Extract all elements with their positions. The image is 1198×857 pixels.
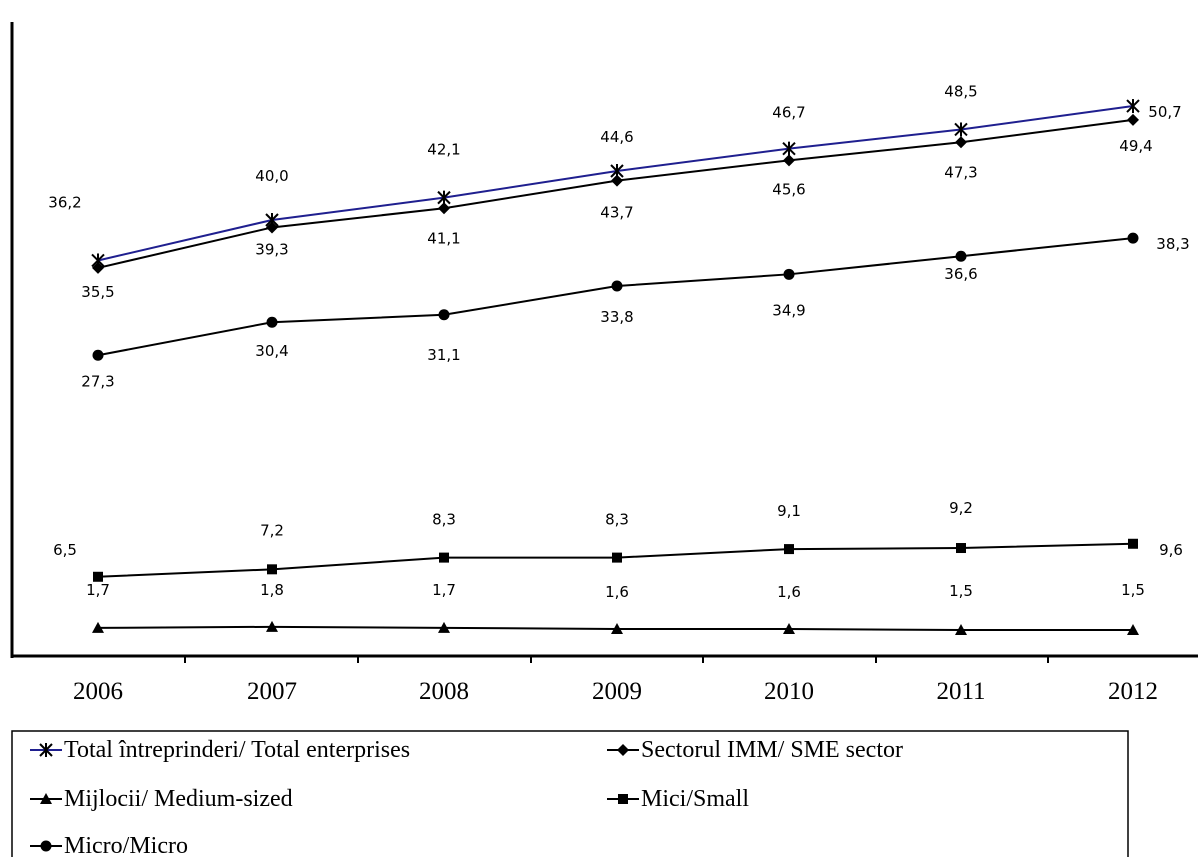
series-line-circle	[97, 237, 1134, 357]
x-tick-label-2006: 2006	[73, 678, 123, 705]
data-label-star-2012: 50,7	[1148, 103, 1181, 121]
legend-item-circle: Micro/Micro	[30, 833, 188, 857]
marker-diamond-2012	[1127, 113, 1139, 126]
data-label-diamond-2009: 43,7	[600, 204, 633, 222]
legend-item-square: Mici/Small	[607, 786, 749, 812]
legend-label-diamond: Sectorul IMM/ SME sector	[641, 737, 903, 763]
x-tick-labels: 2006 2007 2008 2009 2010 2011 2012	[73, 678, 1158, 705]
marker-square-2009	[612, 552, 622, 563]
data-label-circle-2006: 27,3	[81, 372, 114, 390]
marker-diamond-2006	[92, 261, 104, 274]
data-label-circle-2011: 36,6	[944, 265, 977, 283]
marker-triangle-2010	[783, 622, 795, 634]
legend-marker-star	[39, 743, 53, 757]
data-label-diamond-2012: 49,4	[1119, 137, 1152, 155]
data-label-triangle-2006: 1,7	[86, 581, 110, 599]
marker-triangle-2006	[92, 621, 104, 633]
data-label-square-2009: 8,3	[605, 511, 629, 529]
marker-diamond-2009	[611, 174, 623, 187]
x-tick-label-2008: 2008	[419, 678, 469, 705]
marker-square-2011	[956, 543, 966, 554]
legend-marker-circle	[40, 840, 52, 852]
data-label-triangle-2008: 1,7	[432, 581, 456, 599]
data-label-diamond-2007: 39,3	[255, 240, 288, 258]
data-label-circle-2008: 31,1	[427, 346, 460, 364]
data-label-diamond-2008: 41,1	[427, 229, 460, 247]
data-label-circle-2010: 34,9	[772, 301, 805, 319]
data-label-triangle-2012: 1,5	[1121, 581, 1145, 599]
marker-triangle-2008	[438, 621, 450, 633]
x-tick-label-2009: 2009	[592, 678, 642, 705]
data-label-triangle-2010: 1,6	[777, 583, 801, 601]
legend-marker-triangle	[40, 793, 52, 804]
marker-triangle-2009	[611, 622, 623, 634]
marker-diamond-2008	[438, 202, 450, 215]
marker-triangle-2011	[955, 624, 967, 636]
legend-item-triangle: Mijlocii/ Medium-sized	[30, 786, 293, 812]
data-label-star-2010: 46,7	[772, 104, 805, 122]
data-label-star-2008: 42,1	[427, 141, 460, 159]
marker-star-2011	[954, 122, 968, 137]
marker-triangle-2012	[1127, 624, 1139, 636]
data-label-triangle-2007: 1,8	[260, 581, 284, 599]
data-label-square-2007: 7,2	[260, 521, 284, 539]
marker-diamond-2010	[783, 154, 795, 167]
data-label-triangle-2011: 1,5	[949, 582, 973, 600]
marker-star-2010	[782, 141, 796, 156]
data-label-square-2011: 9,2	[949, 499, 973, 517]
data-label-triangle-2009: 1,6	[605, 583, 629, 601]
data-label-square-2008: 8,3	[432, 511, 456, 529]
series-markers	[91, 99, 1140, 636]
marker-diamond-2011	[955, 136, 967, 149]
data-label-star-2011: 48,5	[944, 82, 977, 100]
data-labels: 36,2 40,0 42,1 44,6 46,7 48,5 50,7 35,5 39,3 41,1…	[48, 82, 1189, 600]
marker-circle-2010	[783, 268, 795, 280]
data-label-circle-2012: 38,3	[1156, 235, 1189, 253]
legend-box	[11, 730, 1129, 857]
marker-diamond-2007	[266, 221, 278, 234]
data-label-diamond-2010: 45,6	[772, 180, 805, 198]
marker-circle-2007	[266, 316, 278, 328]
marker-square-2006	[93, 571, 103, 582]
legend-label-square: Mici/Small	[641, 786, 749, 812]
marker-square-2008	[439, 552, 449, 563]
chart-axes	[10, 22, 1198, 663]
marker-circle-2009	[611, 280, 623, 292]
legend: Total întreprinderi/ Total enterprises Se…	[11, 730, 1129, 857]
data-label-circle-2007: 30,4	[255, 342, 288, 360]
data-label-circle-2009: 33,8	[600, 308, 633, 326]
data-label-diamond-2011: 47,3	[944, 163, 977, 181]
data-label-square-2010: 9,1	[777, 502, 801, 520]
marker-circle-2006	[92, 349, 104, 361]
data-label-star-2009: 44,6	[600, 128, 633, 146]
marker-circle-2008	[438, 309, 450, 321]
data-label-square-2006: 6,5	[53, 541, 77, 559]
marker-circle-2011	[955, 250, 967, 262]
marker-triangle-2007	[266, 620, 278, 632]
marker-circle-2012	[1127, 232, 1139, 244]
legend-label-triangle: Mijlocii/ Medium-sized	[64, 786, 293, 812]
x-tick-label-2010: 2010	[764, 678, 814, 705]
data-label-square-2012: 9,6	[1159, 541, 1183, 559]
data-label-star-2007: 40,0	[255, 167, 288, 185]
legend-label-circle: Micro/Micro	[64, 833, 188, 857]
marker-star-2012	[1126, 99, 1140, 114]
legend-label-star: Total întreprinderi/ Total enterprises	[64, 737, 410, 763]
marker-square-2007	[267, 564, 277, 575]
x-tick-label-2011: 2011	[936, 678, 985, 705]
marker-square-2010	[784, 544, 794, 555]
x-tick-label-2012: 2012	[1108, 678, 1158, 705]
legend-item-diamond: Sectorul IMM/ SME sector	[607, 737, 903, 763]
data-label-star-2006: 36,2	[48, 193, 81, 211]
x-tick-label-2007: 2007	[247, 678, 297, 705]
marker-square-2012	[1128, 538, 1138, 549]
legend-item-star: Total întreprinderi/ Total enterprises	[30, 737, 410, 763]
data-label-diamond-2006: 35,5	[81, 283, 114, 301]
legend-marker-diamond	[617, 744, 629, 756]
legend-marker-square	[618, 794, 628, 804]
